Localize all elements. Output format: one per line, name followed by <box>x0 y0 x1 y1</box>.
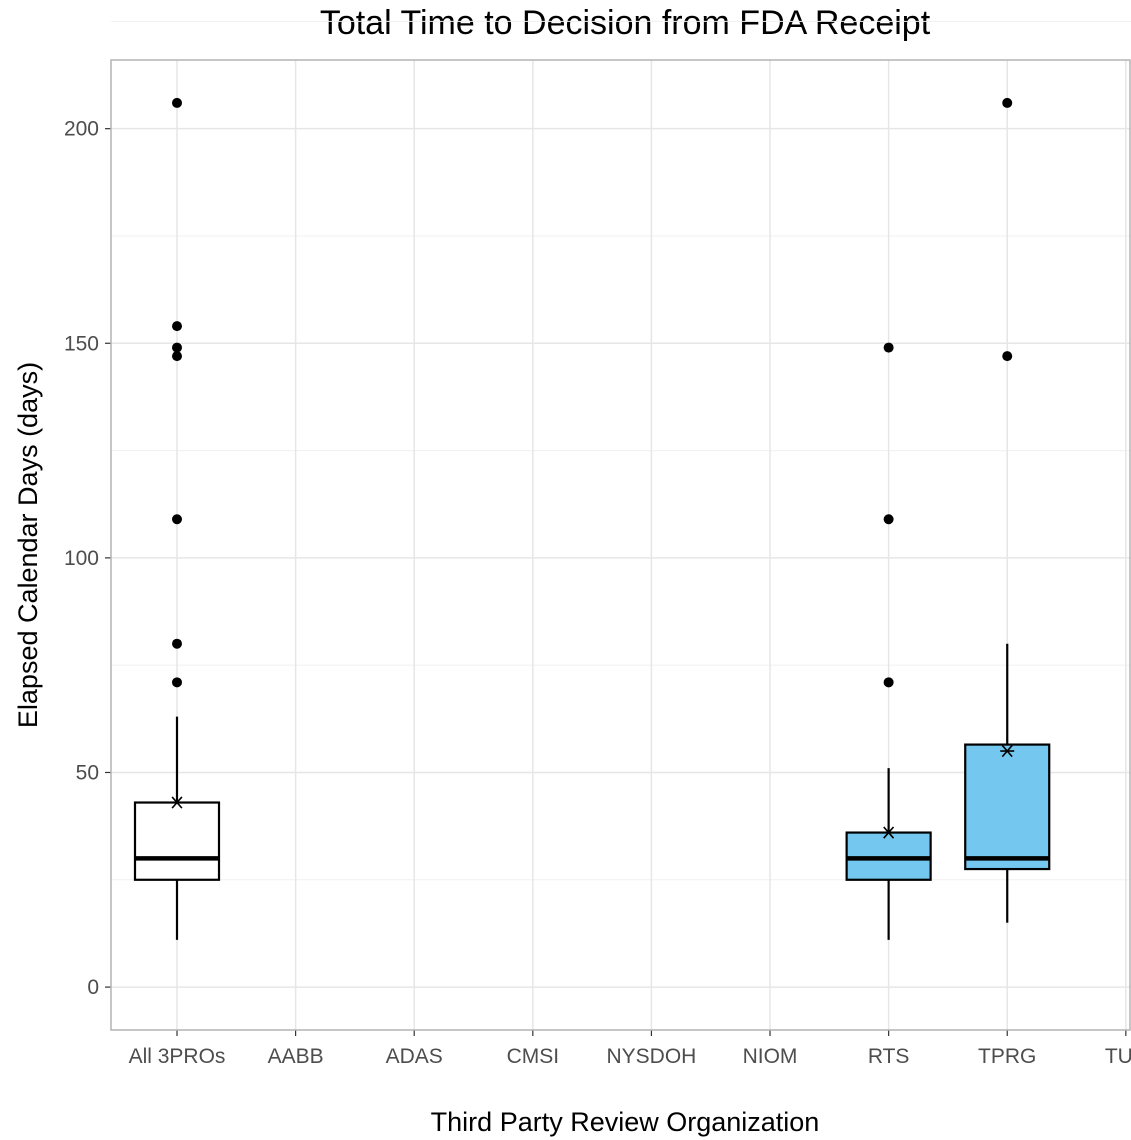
x-tick-label: ADAS <box>386 1045 443 1068</box>
x-tick-label: RTS <box>868 1045 910 1068</box>
box-iqr <box>133 801 221 881</box>
x-tick-label: CMSI <box>507 1045 560 1068</box>
outlier-point <box>883 342 894 353</box>
x-axis-title: Third Party Review Organization <box>431 1107 820 1137</box>
mean-marker <box>1001 744 1013 758</box>
y-tick-label: 200 <box>64 118 99 141</box>
mean-marker <box>883 826 895 839</box>
outlier-point <box>883 677 894 688</box>
outlier-point <box>172 97 182 108</box>
box-iqr <box>964 743 1051 871</box>
x-tick-label: NYSDOH <box>606 1045 696 1068</box>
outlier-point <box>172 342 182 353</box>
outlier-point <box>172 351 182 362</box>
x-tick-label: All 3PROs <box>129 1045 226 1068</box>
outlier-point <box>172 321 182 332</box>
plot-area: 0 50 100 150 200 All 3PROs AABB ADAS CMSI NYSDOH N… <box>64 20 1131 1068</box>
y-tick-label: 100 <box>64 547 99 570</box>
outlier-point <box>883 514 894 525</box>
x-tick-label: TPRG <box>978 1045 1036 1068</box>
chart-title: Total Time to Decision from FDA Receipt <box>320 4 931 42</box>
mean-marker <box>171 796 183 809</box>
y-tick-label: 50 <box>76 761 99 784</box>
outlier-point <box>1002 97 1013 108</box>
plot-panel-border <box>110 59 1131 1031</box>
y-axis-title: Elapsed Calendar Days (days) <box>13 362 43 728</box>
y-tick-label: 0 <box>87 976 99 999</box>
outlier-point <box>172 677 182 688</box>
x-tick-label: NIOM <box>743 1045 798 1068</box>
outlier-point <box>172 514 182 525</box>
x-tick-label: TUV <box>1105 1045 1131 1068</box>
y-tick-label: 150 <box>64 332 99 355</box>
outlier-point <box>172 638 182 649</box>
x-tick-label: AABB <box>268 1045 324 1068</box>
outlier-point <box>1002 351 1013 362</box>
